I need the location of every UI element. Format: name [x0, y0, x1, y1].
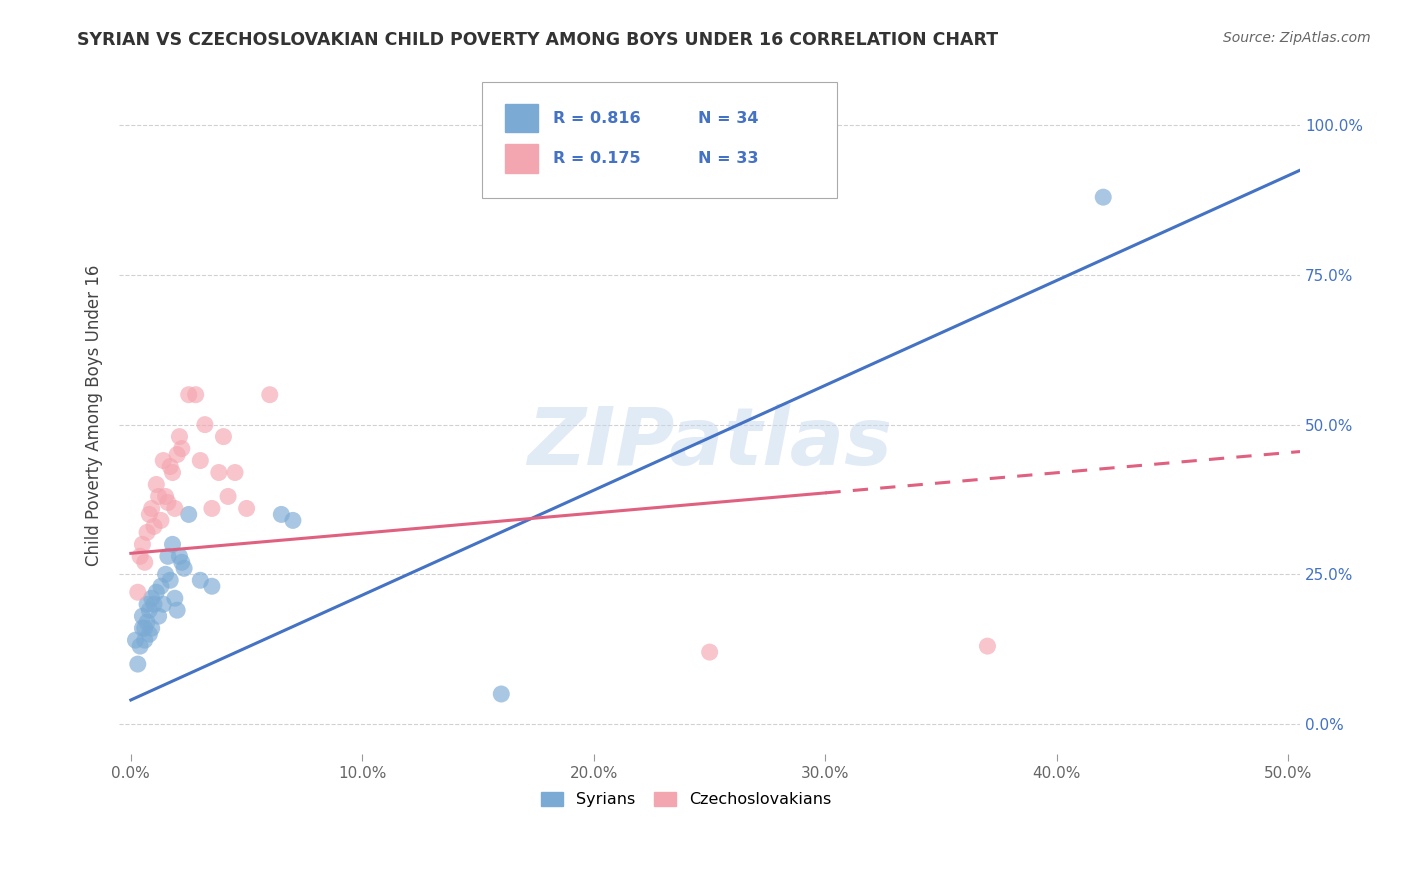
Point	[188, 574, 211, 588]
Legend: Syrians, Czechoslovakians: Syrians, Czechoslovakians	[534, 785, 838, 814]
Point	[159, 574, 181, 588]
Point	[259, 387, 281, 401]
Point	[131, 609, 153, 624]
Point	[136, 525, 159, 540]
Point	[134, 633, 156, 648]
Point	[129, 549, 152, 564]
Point	[143, 597, 166, 611]
Text: N = 34: N = 34	[697, 111, 758, 126]
Text: N = 33: N = 33	[697, 151, 758, 166]
Point	[155, 567, 177, 582]
Text: Source: ZipAtlas.com: Source: ZipAtlas.com	[1223, 31, 1371, 45]
Y-axis label: Child Poverty Among Boys Under 16: Child Poverty Among Boys Under 16	[86, 265, 103, 566]
Point	[224, 466, 246, 480]
Point	[177, 387, 200, 401]
Point	[281, 513, 304, 527]
Point	[124, 633, 146, 648]
Point	[270, 508, 292, 522]
Bar	[505, 103, 538, 132]
Point	[134, 621, 156, 635]
Point	[491, 687, 513, 701]
Point	[212, 429, 235, 443]
Point	[173, 561, 195, 575]
Text: R = 0.816: R = 0.816	[553, 111, 640, 126]
Point	[143, 519, 166, 533]
Point	[201, 501, 224, 516]
Point	[188, 453, 211, 467]
Point	[138, 627, 160, 641]
Point	[136, 615, 159, 629]
Point	[145, 585, 167, 599]
Point	[976, 639, 998, 653]
Text: SYRIAN VS CZECHOSLOVAKIAN CHILD POVERTY AMONG BOYS UNDER 16 CORRELATION CHART: SYRIAN VS CZECHOSLOVAKIAN CHILD POVERTY …	[77, 31, 998, 49]
Point	[159, 459, 181, 474]
Point	[184, 387, 207, 401]
Point	[163, 501, 186, 516]
Point	[155, 490, 177, 504]
Point	[194, 417, 217, 432]
Point	[141, 591, 163, 606]
Point	[156, 495, 179, 509]
Point	[152, 597, 174, 611]
Point	[217, 490, 239, 504]
Point	[169, 429, 191, 443]
Point	[141, 501, 163, 516]
Point	[152, 453, 174, 467]
Point	[149, 579, 172, 593]
Point	[141, 621, 163, 635]
Point	[235, 501, 257, 516]
Point	[166, 603, 188, 617]
Point	[177, 508, 200, 522]
Point	[148, 609, 170, 624]
Point	[162, 466, 184, 480]
Point	[162, 537, 184, 551]
Text: R = 0.175: R = 0.175	[553, 151, 640, 166]
Point	[138, 508, 160, 522]
Point	[129, 639, 152, 653]
Point	[148, 490, 170, 504]
Point	[170, 555, 193, 569]
Point	[156, 549, 179, 564]
Point	[136, 597, 159, 611]
Point	[166, 448, 188, 462]
Point	[699, 645, 721, 659]
Point	[138, 603, 160, 617]
Point	[170, 442, 193, 456]
Point	[127, 657, 149, 671]
Bar	[505, 145, 538, 173]
Point	[131, 621, 153, 635]
Point	[134, 555, 156, 569]
Point	[127, 585, 149, 599]
Point	[163, 591, 186, 606]
Point	[1092, 190, 1115, 204]
FancyBboxPatch shape	[482, 82, 837, 198]
Point	[208, 466, 231, 480]
Text: ZIPatlas: ZIPatlas	[527, 404, 893, 482]
Point	[149, 513, 172, 527]
Point	[201, 579, 224, 593]
Point	[145, 477, 167, 491]
Point	[169, 549, 191, 564]
Point	[131, 537, 153, 551]
